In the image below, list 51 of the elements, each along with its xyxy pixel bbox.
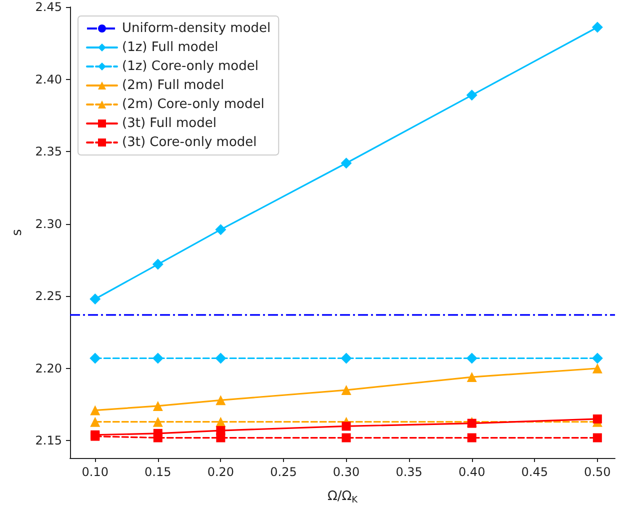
point bbox=[340, 352, 352, 364]
point bbox=[152, 416, 163, 427]
point bbox=[592, 414, 602, 424]
legend-label: (1z) Full model bbox=[122, 40, 218, 55]
point bbox=[592, 352, 603, 364]
y-tick-label: 2.35 bbox=[35, 144, 62, 159]
y-tick-label: 2.15 bbox=[35, 434, 62, 448]
point bbox=[153, 433, 162, 442]
point bbox=[342, 433, 351, 442]
x-tick-label: 0.40 bbox=[458, 465, 486, 479]
x-tick-label: 0.15 bbox=[144, 465, 172, 479]
point bbox=[216, 433, 226, 442]
legend-label: (2m) Full model bbox=[122, 78, 224, 93]
point bbox=[90, 416, 100, 427]
point bbox=[216, 395, 226, 406]
point bbox=[90, 293, 101, 304]
point bbox=[466, 372, 477, 382]
legend-label: Uniform-density model bbox=[122, 21, 271, 36]
y-tick-label: 2.45 bbox=[35, 0, 62, 14]
x-tick-label: 0.30 bbox=[332, 465, 360, 479]
legend-label: (3t) Core-only model bbox=[122, 135, 257, 150]
point bbox=[467, 433, 476, 442]
x-tick-label: 0.35 bbox=[396, 465, 422, 479]
point bbox=[90, 405, 100, 416]
point bbox=[592, 363, 602, 374]
x-tick-label: 0.20 bbox=[207, 465, 234, 479]
x-tick-label: 0.45 bbox=[521, 465, 548, 479]
x-tick-label: 0.10 bbox=[82, 465, 108, 479]
y-axis-title: s bbox=[10, 228, 25, 236]
point bbox=[592, 22, 603, 33]
point bbox=[342, 422, 351, 431]
point bbox=[152, 258, 164, 270]
point bbox=[215, 224, 226, 236]
point bbox=[466, 90, 478, 101]
point bbox=[152, 352, 164, 364]
y-tick-label: 2.30 bbox=[35, 216, 62, 231]
y-tick-label: 2.40 bbox=[35, 72, 62, 86]
point bbox=[341, 385, 352, 396]
point bbox=[152, 400, 163, 411]
point bbox=[215, 352, 226, 364]
point bbox=[592, 433, 602, 442]
y-tick-label: 2.20 bbox=[35, 361, 62, 376]
point bbox=[466, 352, 478, 364]
y-tick-label: 2.25 bbox=[35, 289, 62, 304]
point bbox=[90, 352, 101, 364]
legend-label: (1z) Core-only model bbox=[122, 59, 258, 74]
legend-label: (3t) Full model bbox=[122, 116, 216, 131]
x-tick-label: 0.25 bbox=[270, 465, 297, 479]
point bbox=[340, 158, 352, 169]
legend-label: (2m) Core-only model bbox=[122, 97, 264, 112]
x-tick-label: 0.50 bbox=[584, 465, 611, 479]
